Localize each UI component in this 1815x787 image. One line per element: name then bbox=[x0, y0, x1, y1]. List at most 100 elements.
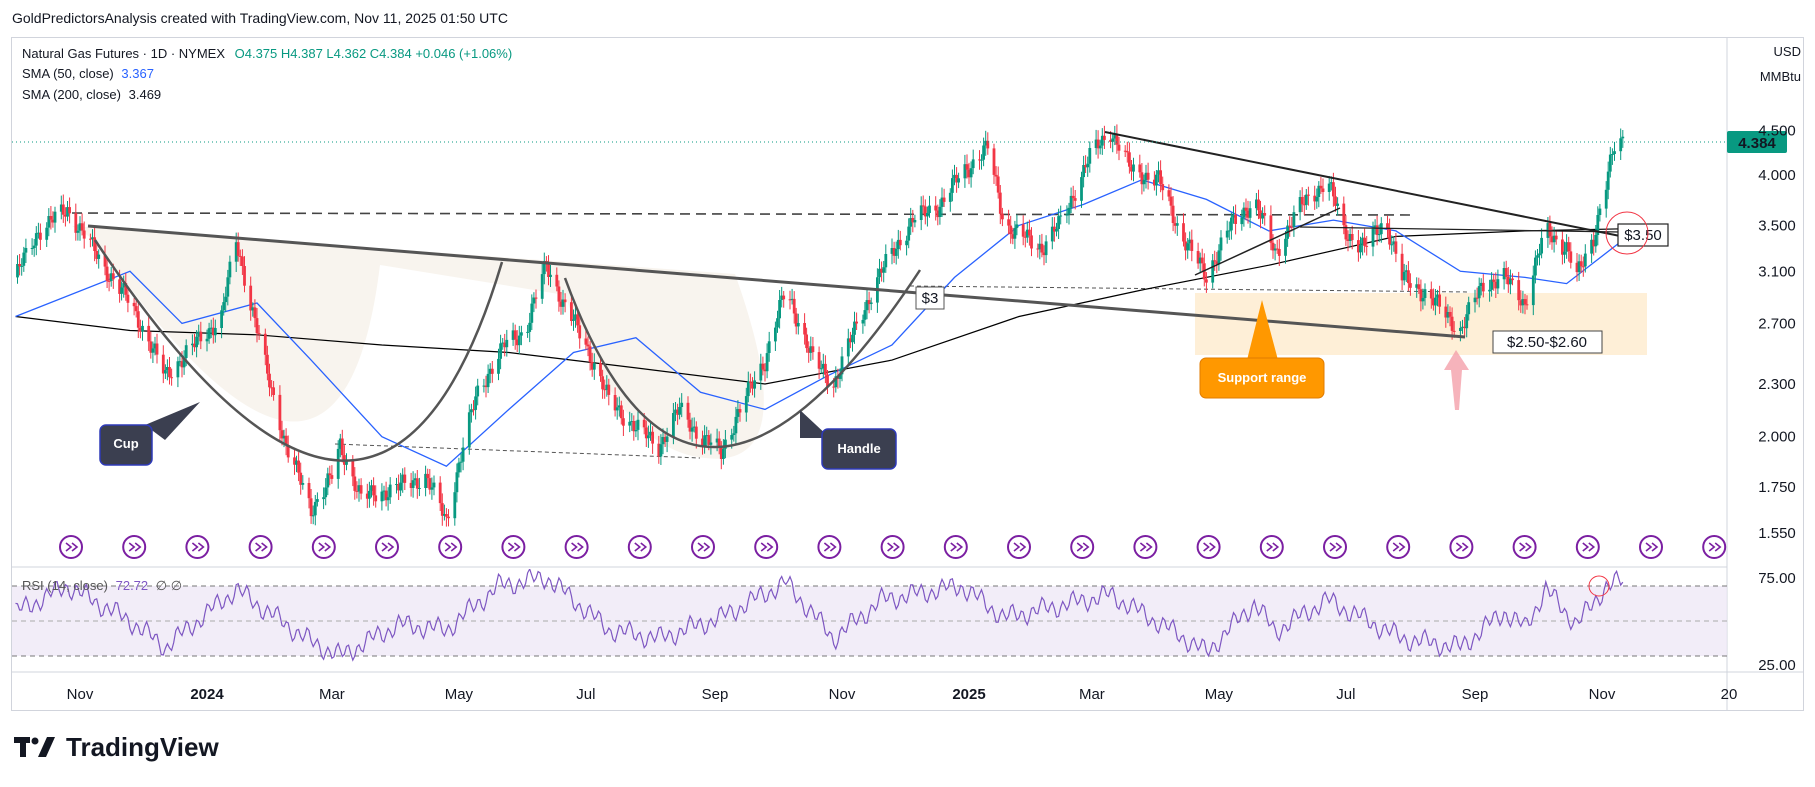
event-arrow-icon bbox=[823, 542, 837, 552]
candle-body bbox=[1517, 280, 1521, 301]
candle-body bbox=[1415, 284, 1419, 288]
event-markers[interactable] bbox=[59, 535, 1727, 559]
candle-body bbox=[482, 385, 486, 387]
candle-body bbox=[574, 314, 577, 320]
candle-body bbox=[426, 473, 430, 479]
candle-body bbox=[1013, 228, 1017, 239]
candle-body bbox=[1215, 261, 1219, 265]
candle-body bbox=[209, 327, 213, 329]
candle-body bbox=[295, 460, 298, 465]
candle-body bbox=[824, 363, 827, 375]
candle-body bbox=[984, 140, 988, 146]
candle-body bbox=[1302, 204, 1306, 206]
unit-label[interactable]: MMBtu bbox=[1759, 69, 1801, 84]
candle-body bbox=[97, 254, 101, 259]
event-arrow-icon bbox=[191, 542, 205, 552]
candle-body bbox=[542, 261, 546, 275]
candle-body bbox=[722, 448, 725, 459]
candle-body bbox=[1240, 217, 1244, 225]
candle-body bbox=[1067, 207, 1071, 215]
candle-body bbox=[692, 426, 696, 428]
candle-body bbox=[817, 352, 821, 369]
candle-body bbox=[607, 384, 611, 395]
candle-body bbox=[1128, 152, 1131, 167]
candle-body bbox=[1227, 230, 1231, 232]
price-tick-3: 3.100 bbox=[1758, 263, 1796, 280]
candle-body bbox=[1461, 326, 1464, 328]
unit-box[interactable]: USD MMBtu bbox=[1760, 44, 1801, 84]
candle-body bbox=[89, 238, 92, 240]
candle-body bbox=[578, 325, 582, 339]
price-axis[interactable]: 4.500 4.000 3.500 3.100 2.700 2.300 2.000 1.750… bbox=[1758, 123, 1796, 543]
candle-body bbox=[1263, 213, 1267, 216]
candle-body bbox=[1304, 194, 1308, 205]
candle-body bbox=[484, 385, 488, 388]
candle-body bbox=[1598, 208, 1602, 215]
candle-body bbox=[136, 311, 140, 328]
candle-body bbox=[1346, 239, 1350, 241]
candle-body bbox=[1611, 154, 1614, 155]
candle-body bbox=[170, 377, 173, 379]
candle-body bbox=[907, 226, 911, 241]
candle-body bbox=[992, 148, 996, 175]
candle-body bbox=[1463, 326, 1466, 329]
currency-label[interactable]: USD bbox=[1773, 44, 1801, 59]
candle-body bbox=[1436, 294, 1439, 298]
candle-body bbox=[1030, 235, 1033, 249]
candle-body bbox=[161, 354, 165, 374]
candle-body bbox=[805, 334, 808, 349]
candle-body bbox=[82, 230, 86, 239]
candle-body bbox=[345, 460, 348, 465]
event-arrow-icon bbox=[381, 542, 395, 552]
candle-body bbox=[280, 430, 284, 439]
candle-body bbox=[940, 197, 944, 207]
candle-body bbox=[1144, 172, 1148, 181]
candle-body bbox=[1225, 230, 1229, 238]
candle-body bbox=[1488, 289, 1491, 292]
tradingview-logo[interactable]: TradingView bbox=[14, 732, 219, 763]
candle-body bbox=[1273, 248, 1277, 251]
candle-body bbox=[76, 230, 80, 233]
candle-body bbox=[1255, 199, 1258, 209]
candle-body bbox=[1109, 139, 1112, 142]
legend-sma50-label: SMA (50, close) bbox=[22, 66, 114, 81]
candle-body bbox=[1082, 165, 1085, 178]
candle-body bbox=[1213, 260, 1217, 262]
candle-body bbox=[309, 498, 313, 517]
candle-body bbox=[205, 338, 209, 342]
candle-body bbox=[557, 286, 561, 302]
candle-body bbox=[1196, 251, 1200, 264]
candle-body bbox=[476, 385, 480, 397]
candle-body bbox=[882, 267, 886, 273]
handle-callout: Handle bbox=[800, 410, 897, 470]
candle-body bbox=[1550, 236, 1554, 243]
candle-body bbox=[459, 461, 463, 463]
candle-body bbox=[1271, 242, 1275, 251]
level-250-box: $2.50-$2.60 bbox=[1492, 330, 1603, 354]
candle-body bbox=[1538, 253, 1541, 256]
candle-body bbox=[1190, 239, 1194, 251]
candle-body bbox=[139, 327, 142, 332]
candle-body bbox=[22, 252, 26, 266]
candle-body bbox=[182, 358, 186, 368]
candle-body bbox=[1465, 314, 1469, 329]
candle-body bbox=[1563, 251, 1566, 255]
candle-body bbox=[963, 164, 967, 179]
candle-body bbox=[1096, 139, 1100, 149]
candle-body bbox=[1565, 242, 1568, 252]
candle-body bbox=[1594, 235, 1598, 247]
candle-body bbox=[1182, 223, 1185, 242]
candle-body bbox=[1467, 302, 1471, 315]
time-axis[interactable]: Nov 2024 Mar May Jul Sep Nov 2025 Mar May Jul Sep No… bbox=[67, 686, 1738, 703]
candle-body bbox=[1198, 257, 1202, 264]
candle-body bbox=[707, 435, 711, 445]
candle-body bbox=[663, 437, 667, 442]
time-tick-4: Jul bbox=[576, 686, 595, 703]
candle-body bbox=[461, 447, 465, 462]
event-arrow-icon bbox=[760, 542, 774, 552]
candle-body bbox=[168, 367, 171, 378]
candle-body bbox=[1065, 214, 1069, 216]
candle-body bbox=[1525, 304, 1529, 306]
candle-body bbox=[430, 487, 434, 490]
